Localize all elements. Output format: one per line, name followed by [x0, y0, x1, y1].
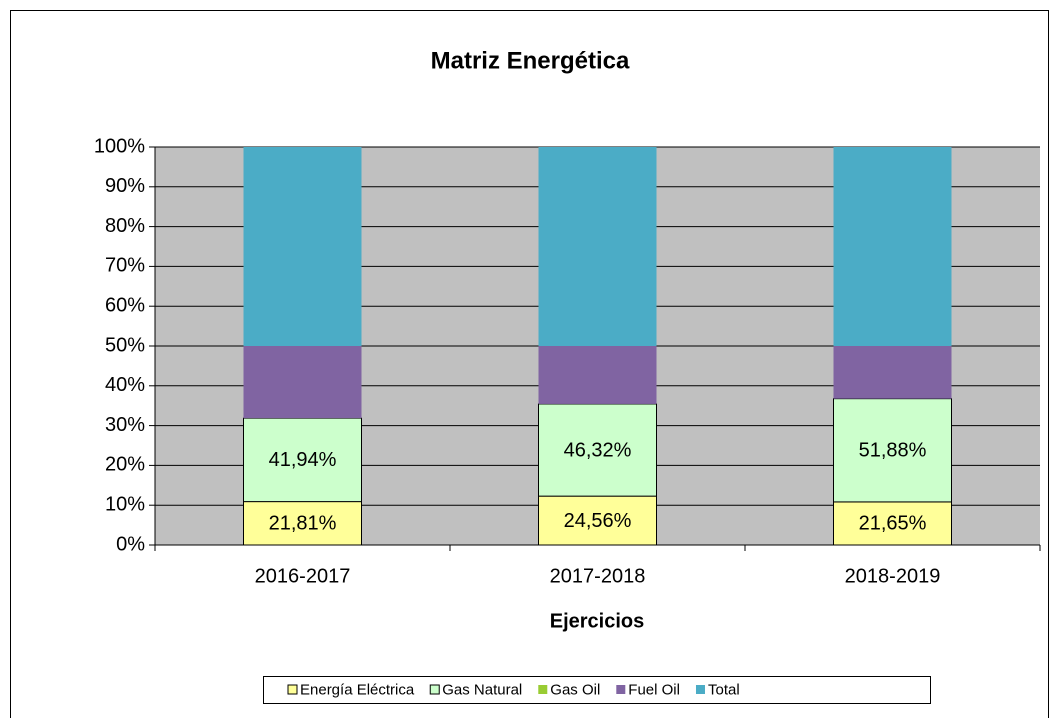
- bar-segment: [243, 346, 362, 419]
- y-tick-label: 30%: [105, 414, 145, 436]
- y-tick-label: 50%: [105, 334, 145, 356]
- data-label: 24,56%: [564, 510, 632, 532]
- y-tick-label: 80%: [105, 215, 145, 237]
- legend-marker: [616, 685, 626, 694]
- legend-marker: [695, 685, 705, 694]
- y-tick-label: 100%: [94, 135, 145, 157]
- legend-label: Energía Eléctrica: [300, 681, 415, 698]
- bar-segment: [243, 501, 362, 546]
- legend-marker: [538, 685, 548, 694]
- bar-segment: [833, 147, 952, 346]
- data-label: 41,94%: [269, 449, 337, 471]
- bar-segment: [538, 403, 657, 497]
- data-label: 51,88%: [859, 440, 927, 462]
- bar-segment: [538, 495, 657, 546]
- bar-segment: [833, 398, 952, 503]
- y-tick-label: 0%: [116, 533, 145, 555]
- legend: [263, 676, 931, 704]
- data-label: 21,65%: [859, 513, 927, 535]
- bar-segment: [538, 346, 657, 404]
- bar-segment: [243, 417, 362, 503]
- x-tick-label: 2018-2019: [845, 565, 941, 587]
- bar-segment: [243, 147, 362, 346]
- y-tick-label: 90%: [105, 175, 145, 197]
- data-label: 46,32%: [564, 439, 632, 461]
- bar-segment: [833, 346, 952, 399]
- chart-title: Matriz Energética: [431, 47, 630, 74]
- y-tick-label: 40%: [105, 374, 145, 396]
- y-tick-label: 10%: [105, 493, 145, 515]
- legend-label: Gas Natural: [442, 681, 522, 698]
- y-tick-label: 60%: [105, 294, 145, 316]
- legend-label: Gas Oil: [550, 681, 600, 698]
- legend-marker: [429, 684, 440, 695]
- legend-label: Fuel Oil: [628, 681, 680, 698]
- y-tick-label: 70%: [105, 255, 145, 277]
- data-label: 21,81%: [269, 513, 337, 535]
- bar-segment: [538, 147, 657, 346]
- x-tick-label: 2016-2017: [255, 565, 351, 587]
- y-tick-label: 20%: [105, 454, 145, 476]
- legend-marker: [287, 684, 298, 695]
- x-axis-title: Ejercicios: [550, 610, 645, 632]
- legend-label: Total: [708, 681, 740, 698]
- x-tick-label: 2017-2018: [550, 565, 646, 587]
